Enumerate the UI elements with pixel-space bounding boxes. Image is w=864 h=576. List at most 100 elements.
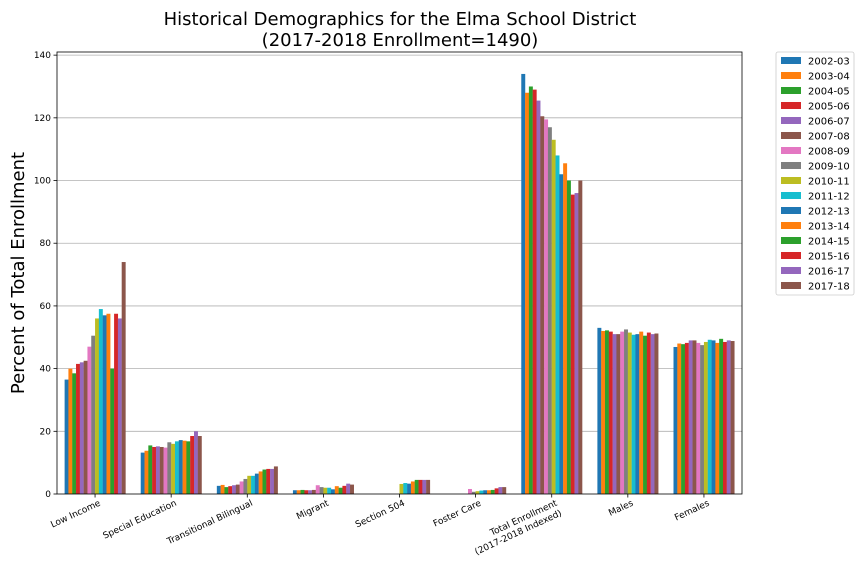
bar-2015-16-females (722, 341, 727, 494)
bar-2008-09-transitional-bilingual (239, 481, 244, 494)
bar-2008-09-migrant (315, 485, 320, 494)
y-tick-label: 0 (45, 490, 51, 500)
bar-2004-05-females (681, 344, 686, 494)
x-tick-label-line: Low Income (49, 498, 102, 530)
bar-2003-04-transitional-bilingual (220, 484, 225, 494)
bar-2002-03-low-income (64, 379, 69, 494)
bar-2012-13-total-enrollment (559, 174, 564, 495)
x-tick-label: Females (673, 499, 711, 524)
bar-2015-16-low-income (114, 313, 119, 494)
bar-2010-11-females (703, 341, 708, 494)
bar-2003-04-special-education (144, 450, 149, 494)
y-axis-ticks: 0 20 40 60 80 100 120 140 (34, 51, 57, 500)
legend-label: 2003-04 (808, 72, 850, 83)
bar-2017-18-special-education (197, 436, 202, 494)
bar-2016-17-total-enrollment (574, 193, 579, 494)
bar-2007-08-low-income (83, 360, 88, 494)
bar-2011-12-females (707, 339, 712, 494)
x-tick-label: Foster Care (432, 498, 483, 529)
bar-2015-16-section-504 (418, 479, 423, 494)
bar-2007-08-migrant (311, 489, 316, 494)
bar-2008-09-males (620, 331, 625, 494)
bar-2014-15-migrant (338, 487, 343, 494)
legend-swatch (781, 237, 801, 244)
y-tick-label: 80 (40, 239, 52, 249)
bar-2002-03-special-education (140, 452, 145, 494)
bar-2009-10-females (700, 345, 705, 494)
bar-2017-18-total-enrollment (578, 180, 583, 494)
bar-2011-12-migrant (327, 487, 332, 494)
x-tick-label-line: Migrant (295, 498, 331, 522)
bar-2004-05-low-income (72, 373, 77, 494)
bar-2006-07-low-income (79, 362, 84, 494)
bar-2015-16-total-enrollment (570, 194, 575, 494)
legend-label: 2010-11 (808, 177, 850, 188)
bar-2017-18-foster-care (502, 487, 507, 494)
legend-label: 2008-09 (808, 147, 850, 158)
legend-label: 2011-12 (808, 192, 850, 203)
bar-2016-17-migrant (346, 483, 351, 494)
legend-swatch (781, 192, 801, 199)
bar-2010-11-foster-care (475, 491, 480, 494)
legend-label: 2004-05 (808, 87, 850, 98)
bar-2004-05-migrant (300, 489, 305, 494)
bar-2014-15-foster-care (490, 489, 495, 494)
chart-title: Historical Demographics for the Elma Sch… (164, 9, 637, 51)
bar-2002-03-total-enrollment (521, 73, 526, 494)
legend-frame (775, 51, 855, 296)
bar-2009-10-migrant (319, 487, 324, 494)
bar-2013-14-migrant (334, 486, 339, 494)
bar-2017-18-females (730, 341, 735, 494)
legend-swatch (781, 147, 801, 154)
bar-2004-05-special-education (148, 445, 153, 494)
gridlines (57, 54, 742, 432)
legend: 2002-03 2003-04 2004-05 2005-06 2006-07 2007-… (775, 51, 855, 296)
bar-2010-11-special-education (171, 443, 176, 494)
bar-2005-06-migrant (304, 490, 309, 494)
legend-swatch (781, 252, 801, 259)
bar-2016-17-section-504 (422, 479, 427, 494)
bar-2016-17-low-income (117, 318, 122, 494)
bar-2012-13-section-504 (407, 483, 412, 494)
bar-2006-07-females (688, 340, 693, 494)
bar-2008-09-total-enrollment (544, 119, 549, 495)
x-tick-label-line: Females (673, 499, 711, 524)
bar-2005-06-females (684, 342, 689, 494)
bar-2013-14-transitional-bilingual (258, 471, 263, 494)
bar-2014-15-section-504 (414, 479, 419, 494)
bar-2014-15-special-education (186, 441, 191, 494)
x-tick-label: Total Enrollment(2017-2018 Indexed) (474, 498, 564, 557)
bar-2009-10-total-enrollment (547, 127, 552, 494)
x-tick-label: Migrant (295, 498, 331, 522)
x-tick-label-line: Special Education (102, 499, 179, 542)
legend-swatch (781, 72, 801, 79)
bar-2008-09-special-education (163, 447, 168, 494)
bar-2010-11-total-enrollment (551, 139, 556, 494)
bar-2014-15-total-enrollment (566, 180, 571, 494)
bar-2015-16-transitional-bilingual (266, 468, 271, 494)
y-tick-label: 140 (34, 51, 51, 61)
bar-2008-09-foster-care (468, 488, 472, 494)
bar-2013-14-total-enrollment (563, 163, 568, 494)
chart-title-line-1: Historical Demographics for the Elma Sch… (164, 9, 637, 30)
bar-2016-17-special-education (194, 431, 198, 494)
bar-2003-04-low-income (68, 368, 73, 494)
bar-2017-18-low-income (121, 262, 126, 494)
x-tick-label-line: Males (607, 499, 635, 519)
bar-2013-14-section-504 (410, 481, 415, 494)
bar-2012-13-transitional-bilingual (254, 473, 259, 494)
bar-2003-04-migrant (296, 490, 301, 494)
y-tick-label: 20 (40, 427, 52, 437)
legend-label: 2016-17 (808, 267, 850, 278)
bar-2002-03-males (597, 327, 602, 494)
bar-2014-15-males (643, 335, 648, 494)
bar-2013-14-females (715, 342, 720, 494)
legend-swatch (781, 162, 801, 169)
bar-2012-13-special-education (178, 440, 183, 494)
legend-label: 2005-06 (808, 102, 850, 113)
bar-2012-13-males (635, 334, 640, 494)
bar-2010-11-migrant (323, 487, 328, 494)
bar-2007-08-special-education (159, 446, 164, 494)
legend-swatch (781, 132, 801, 139)
bar-2008-09-low-income (87, 346, 92, 494)
